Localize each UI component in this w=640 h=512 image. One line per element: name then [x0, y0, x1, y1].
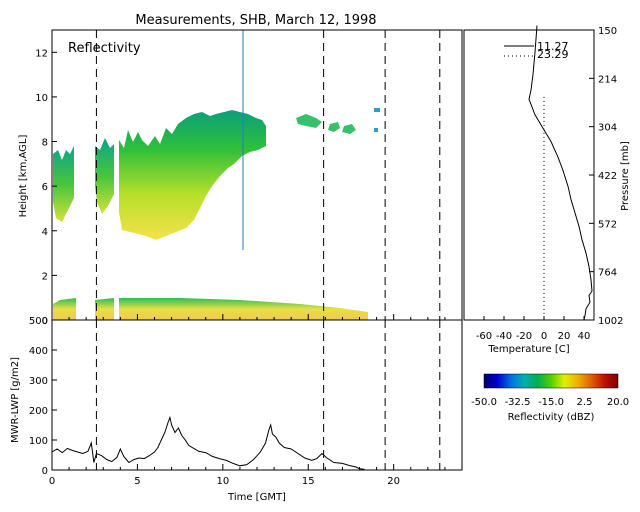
lwp-x-tick-label-1: 5 [134, 476, 140, 487]
temperature-tick-label-1: -40 [496, 331, 512, 342]
colorbar-gradient [483, 373, 619, 389]
reflectivity-y-tick-label-0: 0 [42, 316, 48, 327]
echo-region-11 [119, 298, 368, 320]
echo-region-8 [374, 128, 378, 132]
echo-region-10 [95, 298, 114, 320]
echo-region-9 [53, 298, 76, 320]
lwp-frame [51, 319, 463, 471]
echo-region-5 [328, 122, 340, 132]
legend-label-solid: 11.27 [537, 40, 569, 53]
sounding-lines [528, 25, 593, 321]
lwp-y-ticks: 0 100 200 300 400 500 [29, 316, 57, 477]
echo-region-7 [374, 108, 380, 112]
pressure-tick-label-4: 572 [598, 219, 617, 230]
sounding-series-1 [528, 25, 593, 321]
pressure-axis-label: Pressure [mb] [620, 141, 631, 211]
echo-regions [53, 30, 380, 320]
temperature-axis-label: Temperature [C] [487, 344, 569, 355]
echo-region-2 [95, 138, 114, 214]
lwp-y-tick-label-5: 500 [29, 316, 48, 327]
reflectivity-dashed-lines [95, 30, 441, 320]
lwp-x-ticks: 0 5 10 15 20 [49, 464, 463, 487]
reflectivity-y-tick-label-1: 2 [42, 271, 48, 282]
echo-region-6 [342, 124, 356, 134]
temperature-tick-label-2: -20 [516, 331, 532, 342]
colorbar-ticks: -50.0 -32.5 -15.0 2.5 20.0 [471, 397, 629, 408]
sounding-panel: 150 214 304 422 572 764 1002 -60 -40 -20 0 20 40 Te… [463, 25, 631, 355]
pressure-tick-label-2: 304 [598, 123, 617, 134]
lwp-x-tick-label-2: 10 [216, 476, 229, 487]
echo-region-1 [53, 146, 74, 222]
colorbar-label: Reflectivity (dBZ) [508, 412, 595, 423]
colorbar-tick-label-4: 20.0 [607, 397, 629, 408]
pressure-ticks: 150 214 304 422 572 764 1002 [589, 26, 623, 327]
echo-region-4 [296, 114, 322, 128]
temperature-ticks: -60 -40 -20 0 20 40 [476, 316, 591, 342]
lwp-x-tick-label-0: 0 [49, 476, 55, 487]
temperature-tick-label-3: 0 [541, 331, 547, 342]
pressure-tick-label-6: 1002 [598, 316, 623, 327]
pressure-tick-label-3: 422 [598, 171, 617, 182]
reflectivity-y-tick-label-6: 12 [35, 48, 48, 59]
colorbar: -50.0 -32.5 -15.0 2.5 20.0 Reflectivity (dBZ… [471, 373, 629, 423]
reflectivity-y-tick-label-2: 4 [42, 227, 48, 238]
lwp-series-line [51, 415, 365, 470]
reflectivity-y-tick-label-3: 6 [42, 182, 48, 193]
colorbar-tick-label-0: -50.0 [471, 397, 497, 408]
colorbar-tick-label-2: -15.0 [538, 397, 564, 408]
figure-title: Measurements, SHB, March 12, 1998 [135, 13, 376, 28]
lwp-y-label: MWR-LWP [g/m2] [10, 357, 21, 443]
lwp-y-tick-label-0: 0 [42, 466, 48, 477]
lwp-panel: 0 100 200 300 400 500 0 5 10 15 20 MWR-LWP [g/m2]… [10, 316, 463, 503]
lwp-x-tick-label-3: 15 [302, 476, 315, 487]
lwp-y-tick-label-2: 200 [29, 406, 48, 417]
echo-region-3 [119, 110, 266, 240]
colorbar-tick-label-1: -32.5 [505, 397, 531, 408]
lwp-y-tick-label-4: 400 [29, 346, 48, 357]
lwp-y-tick-label-1: 100 [29, 436, 48, 447]
pressure-tick-label-5: 764 [598, 268, 617, 279]
lwp-y-tick-label-3: 300 [29, 376, 48, 387]
reflectivity-y-label: Height [km,AGL] [18, 135, 29, 218]
temperature-tick-label-5: 40 [578, 331, 591, 342]
pressure-tick-label-1: 214 [598, 74, 617, 85]
lwp-x-label: Time [GMT] [227, 492, 286, 503]
reflectivity-annotation: Reflectivity [68, 41, 141, 56]
pressure-tick-label-0: 150 [598, 26, 617, 37]
temperature-tick-label-0: -60 [476, 331, 492, 342]
sounding-frame [463, 29, 595, 321]
reflectivity-y-tick-label-5: 10 [35, 93, 48, 104]
temperature-tick-label-4: 20 [558, 331, 571, 342]
reflectivity-y-tick-label-4: 8 [42, 138, 48, 149]
lwp-dashed-lines [95, 320, 441, 470]
lwp-x-tick-label-4: 20 [387, 476, 400, 487]
legend-label-dotted: 23.29 [537, 48, 569, 61]
colorbar-tick-label-3: 2.5 [577, 397, 593, 408]
reflectivity-panel: Reflectivity 0 2 4 6 8 10 12 Height [km,AGL] [18, 29, 463, 327]
sounding-legend: 11.27 23.29 [504, 40, 569, 61]
